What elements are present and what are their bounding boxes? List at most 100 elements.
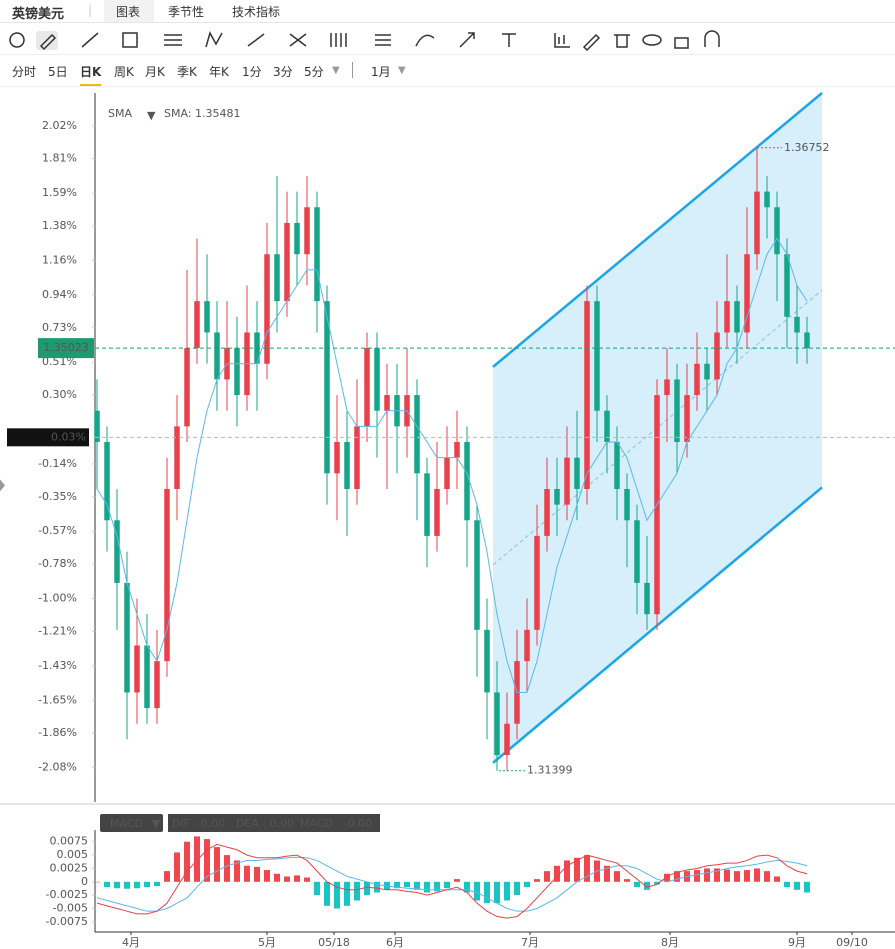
tool-icon[interactable] bbox=[459, 32, 475, 48]
macd-bar bbox=[484, 881, 490, 904]
tool-icon[interactable] bbox=[554, 33, 570, 48]
macd-bar bbox=[614, 871, 620, 882]
candle-body bbox=[324, 301, 330, 474]
candle-body bbox=[664, 379, 670, 396]
period[interactable]: 周K bbox=[114, 65, 134, 79]
tab[interactable]: 技术指标 bbox=[232, 5, 281, 19]
macd-bar bbox=[644, 881, 650, 890]
indicator-arrow: ▼ bbox=[152, 817, 161, 830]
macd-bar bbox=[734, 871, 740, 882]
macd-bar bbox=[654, 881, 660, 885]
candle-body bbox=[534, 535, 540, 630]
y-tick-label: -0.14% bbox=[38, 457, 77, 470]
tool-icon[interactable] bbox=[415, 34, 435, 47]
tool-icon[interactable] bbox=[289, 33, 307, 47]
candle-body bbox=[804, 332, 810, 349]
y-tick-label: 0.005 bbox=[57, 848, 89, 861]
legend-arrow: ▼ bbox=[147, 109, 156, 122]
tool-icon[interactable] bbox=[205, 31, 223, 48]
tool-icon[interactable] bbox=[122, 32, 138, 48]
candle-body bbox=[454, 442, 460, 458]
tool-icon[interactable] bbox=[642, 34, 662, 46]
tool-icon[interactable] bbox=[164, 34, 182, 46]
period[interactable]: 年K bbox=[209, 65, 229, 79]
candle-body bbox=[114, 520, 120, 583]
macd-bar bbox=[114, 881, 120, 889]
macd-bar bbox=[754, 868, 760, 882]
tool-icon[interactable] bbox=[502, 33, 516, 47]
period[interactable]: 月K bbox=[145, 65, 165, 79]
y-tick-label: 0.0075 bbox=[50, 835, 89, 848]
x-tick-label: 5月 bbox=[258, 936, 276, 949]
macd-bar bbox=[534, 879, 540, 882]
macd-bar bbox=[764, 871, 770, 882]
macd-bar bbox=[214, 847, 220, 882]
macd-bar bbox=[244, 865, 250, 882]
period[interactable]: 5日 bbox=[48, 65, 68, 79]
candle-body bbox=[674, 379, 680, 443]
tool-icon[interactable] bbox=[39, 33, 57, 51]
macd-bar bbox=[284, 876, 290, 882]
macd-bar bbox=[624, 879, 630, 882]
tool-icon[interactable] bbox=[614, 34, 630, 48]
candle-body bbox=[714, 332, 720, 380]
y-tick-label: -0.35% bbox=[38, 490, 77, 503]
period[interactable]: 日K bbox=[80, 63, 102, 86]
sma-line bbox=[96, 237, 808, 693]
period[interactable]: 3分 bbox=[273, 65, 293, 79]
macd-bar bbox=[494, 881, 500, 904]
dropdown-arrow[interactable]: ▼ bbox=[398, 65, 406, 76]
legend-name: SMA bbox=[108, 107, 132, 120]
macd-bar bbox=[674, 871, 680, 882]
candle-body bbox=[134, 645, 140, 693]
tool-icon[interactable] bbox=[674, 37, 689, 49]
macd-bar bbox=[584, 855, 590, 882]
x-tick-label: 9月 bbox=[788, 936, 806, 949]
macd-bar bbox=[154, 881, 160, 887]
symbol[interactable]: 英镑美元 bbox=[12, 7, 65, 22]
x-tick-label: 6月 bbox=[386, 936, 404, 949]
tool-icon[interactable] bbox=[247, 33, 265, 47]
candle-body bbox=[194, 301, 200, 349]
period[interactable]: 1分 bbox=[242, 65, 262, 79]
candle-body bbox=[104, 442, 110, 521]
candle-body bbox=[174, 426, 180, 489]
y-tick-label: -0.005 bbox=[53, 902, 88, 915]
tool-icon[interactable] bbox=[704, 30, 720, 47]
dropdown-arrow[interactable]: ▼ bbox=[332, 65, 340, 76]
tab[interactable]: 图表 bbox=[116, 5, 141, 19]
period-bar: 分时 5日 日K 周K 月K 季K 年K 1分 3分 5分 ▼ 1月 ▼ bbox=[0, 56, 895, 87]
y-tick-label: 1.81% bbox=[42, 152, 77, 165]
tool-icon[interactable] bbox=[81, 32, 99, 48]
tool-icon[interactable] bbox=[582, 33, 601, 52]
candle-body bbox=[764, 191, 770, 208]
range[interactable]: 1月 bbox=[371, 65, 391, 79]
macd-bar bbox=[504, 881, 510, 901]
candle-body bbox=[724, 301, 730, 333]
tool-icon[interactable] bbox=[9, 32, 25, 48]
macd-bar bbox=[454, 879, 460, 882]
candle-body bbox=[784, 254, 790, 317]
tool-icon[interactable] bbox=[330, 33, 347, 47]
macd-bar bbox=[524, 881, 530, 888]
macd-bar bbox=[254, 866, 260, 882]
candle-body bbox=[414, 395, 420, 474]
candle-body bbox=[544, 488, 550, 536]
macd-bar bbox=[204, 839, 210, 882]
y-tick-label: -1.21% bbox=[38, 624, 77, 637]
candle-body bbox=[434, 488, 440, 536]
y-tick-label: 0.73% bbox=[42, 321, 77, 334]
period[interactable]: 5分 bbox=[304, 65, 324, 79]
period[interactable]: 分时 bbox=[12, 65, 37, 79]
legend-value: SMA: 1.35481 bbox=[164, 107, 241, 120]
candle-body bbox=[524, 629, 530, 662]
y-tick-label: 0.0025 bbox=[50, 861, 89, 874]
candle-body bbox=[214, 332, 220, 380]
period[interactable]: 季K bbox=[177, 65, 197, 79]
active-tab-bg bbox=[104, 0, 154, 22]
candle-body bbox=[614, 442, 620, 489]
y-tick-label: 0.94% bbox=[42, 288, 77, 301]
tab[interactable]: 季节性 bbox=[168, 5, 205, 19]
dif-line bbox=[96, 843, 808, 919]
tool-icon[interactable] bbox=[375, 34, 391, 46]
